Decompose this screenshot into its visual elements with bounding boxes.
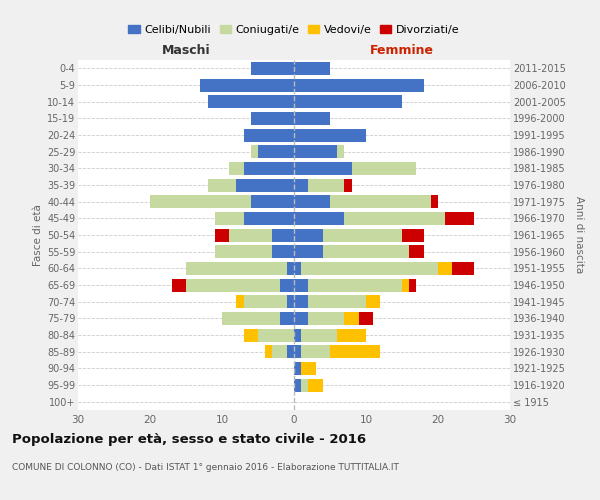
Bar: [294, 295, 308, 308]
Bar: [308, 178, 344, 192]
Bar: [330, 195, 431, 208]
Bar: [301, 345, 330, 358]
Bar: [294, 128, 366, 141]
Bar: [244, 328, 258, 342]
Text: Maschi: Maschi: [161, 44, 211, 57]
Bar: [301, 378, 308, 392]
Bar: [409, 245, 424, 258]
Bar: [287, 345, 294, 358]
Bar: [301, 362, 316, 375]
Bar: [244, 212, 294, 225]
Bar: [150, 195, 251, 208]
Bar: [294, 212, 344, 225]
Bar: [294, 178, 308, 192]
Bar: [229, 228, 272, 241]
Bar: [344, 212, 445, 225]
Bar: [301, 262, 438, 275]
Bar: [215, 245, 272, 258]
Bar: [294, 162, 352, 175]
Bar: [251, 195, 294, 208]
Bar: [244, 295, 287, 308]
Bar: [294, 112, 330, 125]
Bar: [452, 262, 474, 275]
Bar: [402, 228, 424, 241]
Bar: [294, 328, 301, 342]
Bar: [438, 262, 452, 275]
Bar: [294, 78, 424, 92]
Bar: [251, 145, 258, 158]
Bar: [344, 178, 352, 192]
Bar: [294, 245, 323, 258]
Bar: [236, 178, 294, 192]
Bar: [208, 95, 294, 108]
Bar: [301, 328, 337, 342]
Bar: [294, 228, 323, 241]
Bar: [294, 145, 337, 158]
Bar: [272, 228, 294, 241]
Bar: [294, 95, 402, 108]
Bar: [294, 195, 330, 208]
Bar: [215, 212, 244, 225]
Bar: [172, 278, 186, 291]
Bar: [308, 312, 344, 325]
Bar: [308, 378, 323, 392]
Bar: [280, 278, 294, 291]
Bar: [272, 245, 294, 258]
Bar: [236, 295, 244, 308]
Bar: [208, 178, 236, 192]
Bar: [359, 312, 373, 325]
Y-axis label: Fasce di età: Fasce di età: [32, 204, 43, 266]
Bar: [258, 145, 294, 158]
Bar: [244, 162, 294, 175]
Bar: [294, 62, 330, 75]
Bar: [402, 278, 409, 291]
Bar: [308, 278, 402, 291]
Bar: [280, 312, 294, 325]
Bar: [265, 345, 272, 358]
Bar: [215, 228, 229, 241]
Bar: [323, 245, 409, 258]
Bar: [287, 262, 294, 275]
Bar: [294, 312, 308, 325]
Bar: [272, 345, 287, 358]
Bar: [258, 328, 294, 342]
Bar: [200, 78, 294, 92]
Bar: [431, 195, 438, 208]
Legend: Celibi/Nubili, Coniugati/e, Vedovi/e, Divorziati/e: Celibi/Nubili, Coniugati/e, Vedovi/e, Di…: [124, 20, 464, 39]
Bar: [251, 112, 294, 125]
Text: COMUNE DI COLONNO (CO) - Dati ISTAT 1° gennaio 2016 - Elaborazione TUTTITALIA.IT: COMUNE DI COLONNO (CO) - Dati ISTAT 1° g…: [12, 463, 399, 472]
Text: Femmine: Femmine: [370, 44, 434, 57]
Bar: [337, 328, 366, 342]
Bar: [337, 145, 344, 158]
Bar: [186, 262, 287, 275]
Bar: [186, 278, 280, 291]
Bar: [244, 128, 294, 141]
Bar: [251, 62, 294, 75]
Bar: [409, 278, 416, 291]
Bar: [294, 345, 301, 358]
Bar: [352, 162, 416, 175]
Bar: [294, 362, 301, 375]
Bar: [294, 278, 308, 291]
Bar: [294, 378, 301, 392]
Bar: [222, 312, 280, 325]
Bar: [287, 295, 294, 308]
Bar: [344, 312, 359, 325]
Y-axis label: Anni di nascita: Anni di nascita: [574, 196, 584, 274]
Bar: [294, 262, 301, 275]
Text: Popolazione per età, sesso e stato civile - 2016: Popolazione per età, sesso e stato civil…: [12, 432, 366, 446]
Bar: [229, 162, 244, 175]
Bar: [445, 212, 474, 225]
Bar: [323, 228, 402, 241]
Bar: [330, 345, 380, 358]
Bar: [366, 295, 380, 308]
Bar: [308, 295, 366, 308]
